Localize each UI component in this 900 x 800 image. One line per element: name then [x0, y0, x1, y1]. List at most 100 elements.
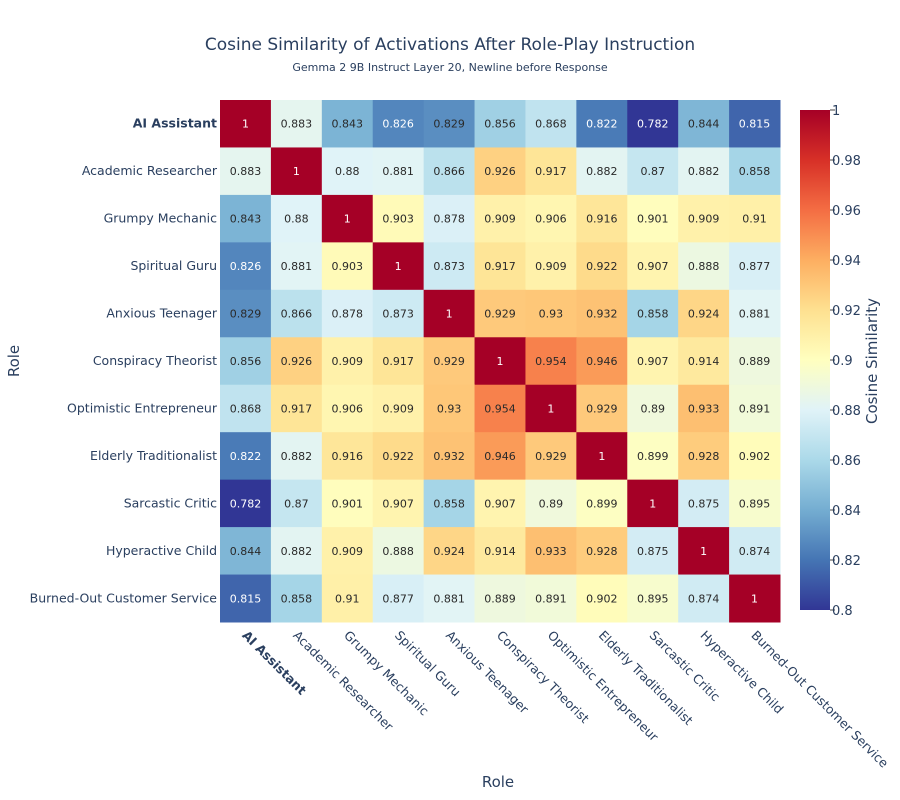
cell-value-label: 1: [700, 545, 707, 558]
x-tick-label: Elderly Traditionalist: [596, 628, 696, 728]
heatmap-cell: [627, 432, 679, 481]
cell-value-label: 0.929: [586, 402, 618, 415]
cell-value-label: 0.946: [484, 450, 516, 463]
heatmap-cell: [321, 432, 374, 481]
cell-value-label: 0.932: [433, 450, 465, 463]
y-tick-label: Anxious Teenager: [106, 306, 217, 321]
cell-value-label: 0.933: [535, 545, 567, 558]
cell-value-label: 0.829: [433, 118, 465, 131]
cell-value-label: 0.891: [535, 592, 567, 605]
heatmap-cell: [627, 384, 679, 433]
colorbar-tick-label: 1: [832, 104, 840, 119]
heatmap-cell: [474, 574, 526, 623]
cell-value-label: 0.878: [433, 213, 465, 226]
y-tick-label: Grumpy Mechanic: [104, 211, 218, 226]
cell-value-label: 0.901: [332, 497, 364, 510]
heatmap-cell: [372, 289, 425, 338]
heatmap-cell: [474, 479, 526, 528]
cell-value-label: 0.843: [332, 118, 364, 131]
cell-value-label: 0.874: [739, 545, 771, 558]
cell-value-label: 0.875: [637, 545, 669, 558]
heatmap-cell: [576, 574, 628, 623]
heatmap-cell: [423, 100, 476, 148]
cell-value-label: 0.888: [382, 545, 414, 558]
heatmap-cell: [729, 147, 781, 196]
cell-value-label: 0.909: [688, 213, 720, 226]
heatmap-cell: [372, 147, 425, 196]
y-tick-label: Spiritual Guru: [130, 258, 217, 273]
cell-value-label: 0.946: [586, 355, 618, 368]
cell-value-label: 0.882: [688, 165, 720, 178]
heatmap-cell: [474, 100, 526, 148]
cell-value-label: 0.881: [433, 592, 465, 605]
cell-value-label: 0.878: [332, 308, 364, 321]
heatmap-cell: [729, 194, 781, 243]
heatmap-cell: [423, 194, 476, 243]
cell-value-label: 0.899: [586, 497, 618, 510]
heatmap-cell: [627, 479, 679, 528]
heatmap-cell: [321, 194, 374, 243]
cell-value-label: 0.873: [382, 308, 414, 321]
heatmap-cell: [576, 384, 628, 433]
cell-value-label: 0.868: [230, 402, 262, 415]
cell-value-label: 0.916: [332, 450, 364, 463]
cell-value-label: 0.895: [739, 497, 771, 510]
x-tick-label: Conspiracy Theorist: [494, 628, 592, 726]
heatmap-cell: [678, 100, 730, 148]
heatmap-cell: [729, 242, 781, 291]
cell-value-label: 0.93: [437, 402, 462, 415]
cell-value-label: 0.901: [637, 213, 669, 226]
heatmap-cell: [372, 242, 425, 291]
heatmap-cell: [270, 100, 323, 148]
heatmap-cells: 1 0.883 0.843 0.826 0.829 0.856 0.868 0.822 0.78…: [220, 100, 781, 623]
cell-value-label: 0.929: [484, 308, 516, 321]
colorbar-tick-label: 0.88: [832, 404, 861, 419]
heatmap-cell: [220, 194, 272, 243]
cell-value-label: 0.856: [230, 355, 262, 368]
heatmap-cell: [372, 527, 425, 576]
heatmap-cell: [321, 147, 374, 196]
cell-value-label: 0.917: [382, 355, 414, 368]
heatmap-cell: [423, 527, 476, 576]
cell-value-label: 0.875: [688, 497, 720, 510]
heatmap-cell: [474, 337, 526, 386]
heatmap-cell: [220, 384, 272, 433]
heatmap-cell: [423, 432, 476, 481]
cell-value-label: 0.87: [284, 497, 309, 510]
colorbar-tick-label: 0.9: [832, 354, 853, 369]
cell-value-label: 0.815: [739, 118, 771, 131]
chart-subtitle: Gemma 2 9B Instruct Layer 20, Newline be…: [292, 61, 608, 74]
cell-value-label: 0.889: [484, 592, 516, 605]
heatmap-cell: [729, 384, 781, 433]
heatmap-cell: [678, 337, 730, 386]
heatmap-cell: [372, 194, 425, 243]
heatmap-cell: [270, 432, 323, 481]
heatmap-cell: [627, 289, 679, 338]
cell-value-label: 0.888: [688, 260, 720, 273]
heatmap-cell: [576, 194, 628, 243]
cell-value-label: 0.822: [586, 118, 618, 131]
cell-value-label: 0.873: [433, 260, 465, 273]
y-tick-label: Conspiracy Theorist: [93, 353, 217, 368]
cell-value-label: 0.858: [739, 165, 771, 178]
heatmap-cell: [321, 479, 374, 528]
heatmap-cell: [474, 194, 526, 243]
heatmap-cell: [525, 242, 577, 291]
cell-value-label: 0.903: [332, 260, 364, 273]
heatmap-cell: [576, 337, 628, 386]
cell-value-label: 0.909: [332, 355, 364, 368]
heatmap-cell: [678, 242, 730, 291]
heatmap-cell: [321, 242, 374, 291]
heatmap-cell: [525, 289, 577, 338]
cell-value-label: 0.782: [637, 118, 669, 131]
colorbar-tick-label: 0.84: [832, 504, 861, 519]
cell-value-label: 0.954: [535, 355, 567, 368]
heatmap-cell: [474, 527, 526, 576]
cell-value-label: 0.877: [739, 260, 771, 273]
y-tick-label: Optimistic Entrepreneur: [67, 400, 218, 415]
heatmap-cell: [525, 432, 577, 481]
colorbar-tick-label: 0.82: [832, 554, 861, 569]
colorbar-tick-label: 0.92: [832, 304, 861, 319]
